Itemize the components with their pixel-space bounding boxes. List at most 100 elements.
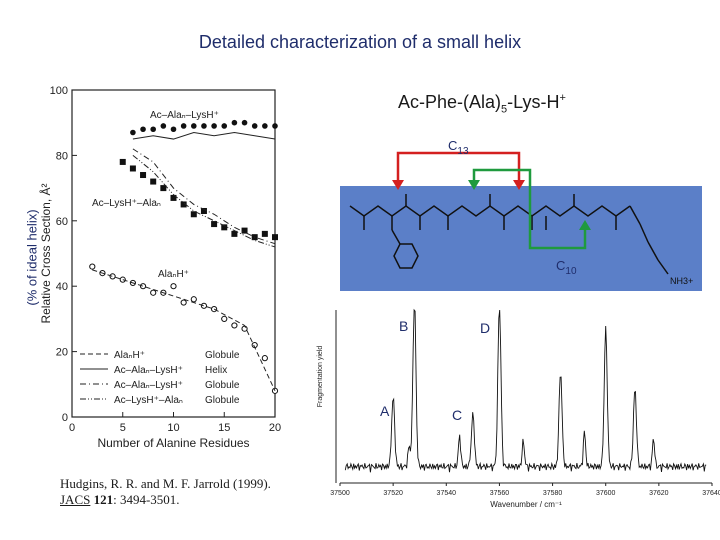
legend-label: AlaₙH⁺ xyxy=(114,350,145,361)
data-point xyxy=(140,172,147,179)
data-point xyxy=(241,325,248,332)
legend-type: Globule xyxy=(205,350,240,361)
x-tick-label: 37520 xyxy=(383,490,403,497)
data-point xyxy=(272,123,278,129)
x-tick-label: 37620 xyxy=(649,490,669,497)
c10-bracket xyxy=(472,168,587,250)
data-point xyxy=(191,123,197,129)
series-line xyxy=(132,155,276,248)
peak-label-a: A xyxy=(380,403,390,419)
data-point xyxy=(211,123,217,129)
c13-arrow-left xyxy=(392,180,404,190)
citation-volume: 121 xyxy=(93,492,114,507)
c10-arrow-bottom xyxy=(579,220,591,230)
spectrum-line xyxy=(344,308,707,473)
data-point xyxy=(211,221,218,228)
data-point xyxy=(241,227,248,234)
data-point xyxy=(119,158,126,165)
data-point xyxy=(221,123,228,129)
y-axis-label: Fragmentation yield xyxy=(317,346,324,408)
legend-type: Globule xyxy=(205,395,240,406)
legend-type: Helix xyxy=(205,365,227,376)
series-annotation: AlaₙH⁺ xyxy=(158,269,189,280)
data-point xyxy=(190,296,197,303)
data-point xyxy=(231,322,238,329)
ir-spectrum-chart: 37500 37520 37540 37560 37580 37600 37620 37640… xyxy=(317,308,720,509)
data-point xyxy=(140,126,146,133)
data-point xyxy=(251,123,258,129)
data-point xyxy=(150,178,157,185)
data-point xyxy=(221,315,228,322)
data-point xyxy=(170,283,177,290)
data-point xyxy=(180,123,187,129)
slide-title: Detailed characterization of a small hel… xyxy=(198,32,522,52)
c10-label: C10 xyxy=(556,258,577,277)
data-point xyxy=(150,289,157,296)
y-tick-label: 80 xyxy=(56,150,68,162)
formula-post: -Lys-H xyxy=(507,92,560,112)
data-point xyxy=(231,119,238,126)
data-point xyxy=(170,126,177,133)
citation-pages: : 3494-3501. xyxy=(113,492,180,507)
spectrum-axes: 37500 37520 37540 37560 37580 37600 37620 37640… xyxy=(317,310,720,509)
x-tick-label: 10 xyxy=(167,422,179,434)
x-axis-label: Wavenumber / cm⁻¹ xyxy=(490,500,562,509)
data-point xyxy=(150,126,156,133)
cross-section-axes: 0 20 40 60 80 100 0 5 10 15 20 Number of Alanine Re… xyxy=(38,85,281,450)
c13-arrow-right xyxy=(513,180,525,190)
peak-label-b: B xyxy=(399,318,409,334)
x-tick-label: 37500 xyxy=(330,490,350,497)
data-point xyxy=(190,211,197,218)
series-line xyxy=(132,131,276,140)
y-tick-label: 40 xyxy=(56,281,68,293)
data-point xyxy=(231,230,238,237)
y-tick-label: 60 xyxy=(56,216,68,228)
formula-subscript: 5 xyxy=(501,103,508,116)
spectrum-trace xyxy=(344,308,707,473)
data-point xyxy=(89,263,96,270)
x-tick-label: 37540 xyxy=(437,490,457,497)
data-point xyxy=(139,283,147,290)
citation: Hudgins, R. R. and M. F. Jarrold (1999).… xyxy=(60,476,320,508)
data-point xyxy=(201,123,207,129)
series-line xyxy=(92,269,276,392)
data-point xyxy=(180,299,187,306)
citation-authors: Hudgins, R. R. and M. F. Jarrold (1999). xyxy=(60,476,271,491)
peak-label-c: C xyxy=(452,407,463,423)
x-tick-label: 0 xyxy=(69,422,75,434)
outer-y-axis-label: (% of ideal helix) xyxy=(24,209,40,306)
molecule-structure-drawing: NH3+ xyxy=(349,194,693,286)
data-point xyxy=(200,207,207,214)
series-annotation: Ac–Alaₙ–LysH⁺ xyxy=(150,110,219,121)
peptide-formula: Ac-Phe-(Ala)5-Lys-H+ xyxy=(398,92,566,116)
series-line xyxy=(132,148,276,245)
data-point xyxy=(119,276,126,283)
data-point xyxy=(200,302,208,309)
data-point xyxy=(272,234,278,241)
molecule-structure-panel: NH3+ xyxy=(340,186,702,291)
data-point xyxy=(129,165,136,172)
cross-section-legend: AlaₙH⁺ Globule Ac–Alaₙ–LysH⁺ Helix Ac–Alaₙ–L… xyxy=(80,350,240,406)
phenyl-ring xyxy=(393,243,419,269)
citation-journal-line: JACS 121: 3494-3501. xyxy=(60,492,320,508)
data-point xyxy=(261,230,268,237)
c13-label: C13 xyxy=(448,138,469,157)
legend-label: Ac–Alaₙ–LysH⁺ xyxy=(114,380,183,391)
data-point xyxy=(180,201,187,208)
data-point xyxy=(109,273,116,280)
data-point xyxy=(170,194,177,201)
x-axis-label: Number of Alanine Residues xyxy=(97,436,249,450)
data-point xyxy=(160,185,167,192)
x-tick-label: 5 xyxy=(120,422,126,434)
y-tick-label: 0 xyxy=(62,412,68,424)
hbond-brackets: C13 C10 xyxy=(392,138,591,277)
data-point xyxy=(241,119,248,126)
c10-arrow-top xyxy=(468,180,480,190)
data-point xyxy=(130,129,136,136)
y-tick-label: 20 xyxy=(56,347,68,359)
legend-type: Globule xyxy=(205,380,240,391)
series-annotation: Ac–LysH⁺–Alaₙ xyxy=(92,198,161,209)
data-point xyxy=(261,355,268,362)
formula-superscript: + xyxy=(559,92,566,104)
citation-journal: JACS xyxy=(60,492,91,507)
